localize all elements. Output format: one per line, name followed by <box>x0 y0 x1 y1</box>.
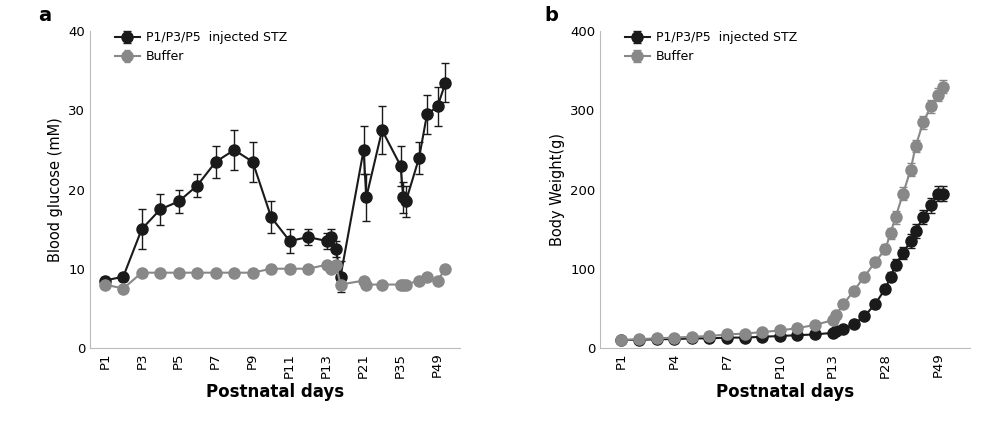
Legend: P1/P3/P5  injected STZ, Buffer: P1/P3/P5 injected STZ, Buffer <box>625 31 797 63</box>
X-axis label: Postnatal days: Postnatal days <box>716 383 854 401</box>
X-axis label: Postnatal days: Postnatal days <box>206 383 344 401</box>
Y-axis label: Blood glucose (mM): Blood glucose (mM) <box>48 117 63 262</box>
Y-axis label: Body Weight(g): Body Weight(g) <box>550 133 565 246</box>
Text: a: a <box>38 6 51 25</box>
Text: b: b <box>545 6 559 25</box>
Legend: P1/P3/P5  injected STZ, Buffer: P1/P3/P5 injected STZ, Buffer <box>115 31 287 63</box>
